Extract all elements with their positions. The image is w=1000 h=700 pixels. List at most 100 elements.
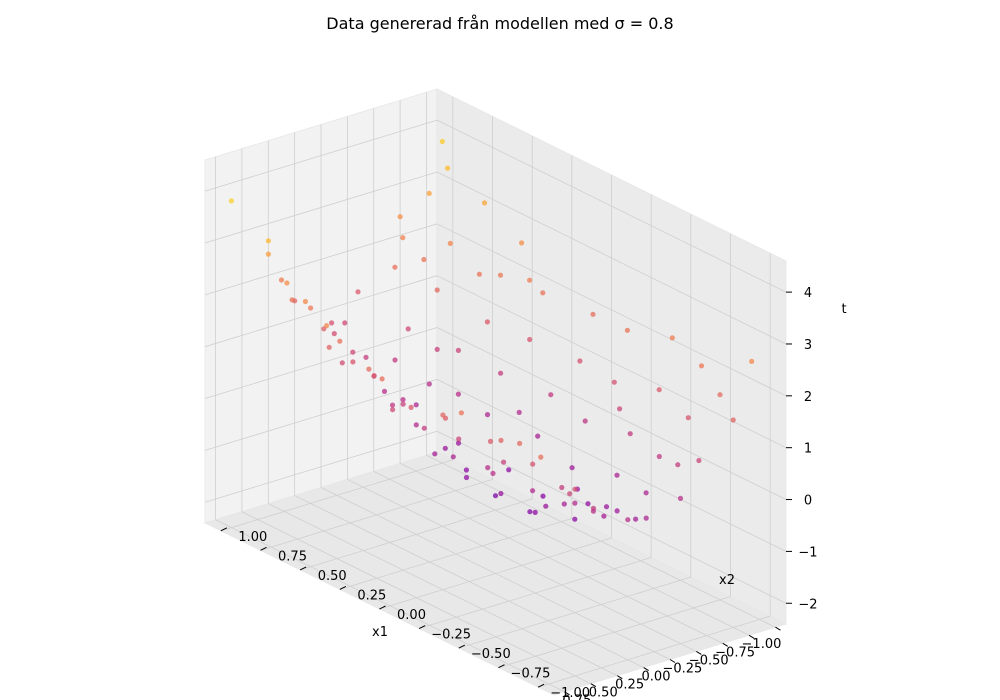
data-point	[572, 516, 578, 522]
data-point	[366, 366, 372, 372]
y-axis-label: x2	[719, 573, 735, 588]
y-gridline-floor	[538, 615, 771, 688]
data-point	[561, 501, 567, 507]
data-point	[590, 311, 596, 317]
y-gridline-floor	[498, 596, 731, 669]
y-tick-label: 1.00	[238, 530, 267, 545]
data-point	[289, 297, 295, 303]
data-point	[324, 323, 330, 329]
y-tick-mark	[498, 664, 505, 669]
data-point	[548, 392, 554, 398]
x-tick-mark	[669, 659, 676, 663]
data-point	[590, 505, 597, 511]
data-point	[371, 373, 377, 379]
data-point	[440, 412, 446, 418]
x-tick-mark	[617, 675, 623, 680]
y-gridline-floor	[379, 537, 612, 610]
y-tick-label: 0.25	[357, 588, 386, 603]
y-tick-label: 0.50	[318, 569, 347, 584]
y-gridline-floor	[260, 478, 493, 551]
chart-title: Data genererad från modellen med σ = 0.8	[326, 14, 674, 33]
data-point	[408, 404, 414, 410]
z-tick-label: 2	[804, 390, 812, 405]
y-tick-mark	[458, 644, 466, 649]
data-point	[577, 358, 583, 364]
z-tick-label: 3	[804, 338, 812, 353]
data-point	[498, 437, 504, 443]
data-point	[463, 467, 469, 473]
data-point	[442, 445, 448, 451]
data-point	[434, 346, 440, 352]
x-tick-mark	[564, 691, 570, 696]
data-point	[326, 344, 332, 350]
data-point	[603, 504, 610, 510]
data-point	[308, 305, 314, 311]
data-point	[455, 347, 461, 353]
x-tick-mark	[643, 667, 649, 671]
y-gridline-floor	[220, 459, 453, 532]
data-point	[643, 490, 649, 496]
data-point	[730, 417, 736, 423]
data-point	[476, 271, 482, 277]
data-point	[669, 335, 675, 341]
data-point	[482, 200, 488, 206]
data-point	[519, 240, 525, 246]
data-point	[498, 490, 504, 497]
z-gridline-left	[204, 275, 438, 348]
data-point	[498, 370, 504, 376]
data-point	[585, 501, 591, 507]
data-point	[331, 331, 337, 337]
data-point	[329, 320, 335, 326]
y-tick-mark	[379, 605, 386, 610]
z-gridline-right	[436, 327, 787, 500]
data-point	[432, 451, 438, 457]
data-point	[413, 422, 419, 428]
x-axis-label: x1	[372, 625, 388, 640]
z-gridline-left	[204, 379, 438, 451]
z-gridline-right	[436, 275, 787, 449]
y-tick-label: −0.25	[431, 628, 471, 643]
data-point	[582, 418, 588, 424]
data-point	[624, 327, 631, 333]
x-tick-label: 0.00	[642, 670, 671, 685]
x-tick-label: −0.50	[689, 653, 729, 668]
data-point	[572, 486, 578, 492]
data-point	[656, 387, 662, 393]
data-point	[455, 440, 462, 446]
y-tick-label: −0.50	[471, 647, 511, 662]
y-tick-mark	[299, 566, 307, 571]
z-tick-label: −1	[798, 545, 817, 560]
data-point	[405, 326, 411, 332]
z-gridline-right	[436, 430, 787, 604]
z-gridline-left	[204, 430, 438, 503]
data-point	[350, 359, 356, 365]
data-point	[698, 363, 705, 369]
x-tick-label: −0.25	[662, 661, 702, 676]
x-tick-label: 0.50	[589, 686, 618, 700]
data-point	[572, 500, 578, 506]
data-point	[400, 397, 406, 403]
data-point	[228, 198, 234, 204]
data-point	[527, 277, 533, 283]
x-tick-label: −0.75	[715, 645, 755, 660]
y-gridline-floor	[300, 498, 533, 571]
data-point	[717, 392, 723, 398]
y-gridline-floor	[419, 557, 652, 629]
data-point	[517, 440, 523, 446]
data-point	[527, 336, 533, 343]
z-gridline-right	[436, 119, 787, 293]
data-point	[450, 454, 456, 460]
data-point	[350, 349, 356, 355]
data-point	[543, 503, 549, 509]
data-point	[614, 508, 620, 514]
z-gridline-right	[436, 379, 787, 552]
data-point	[611, 379, 617, 385]
data-point	[501, 459, 507, 465]
z-gridline-right	[436, 223, 787, 397]
data-point	[463, 474, 470, 481]
data-point	[363, 354, 369, 360]
data-point	[447, 240, 453, 246]
data-point	[337, 338, 343, 344]
x-tick-label: −1.00	[742, 637, 782, 652]
